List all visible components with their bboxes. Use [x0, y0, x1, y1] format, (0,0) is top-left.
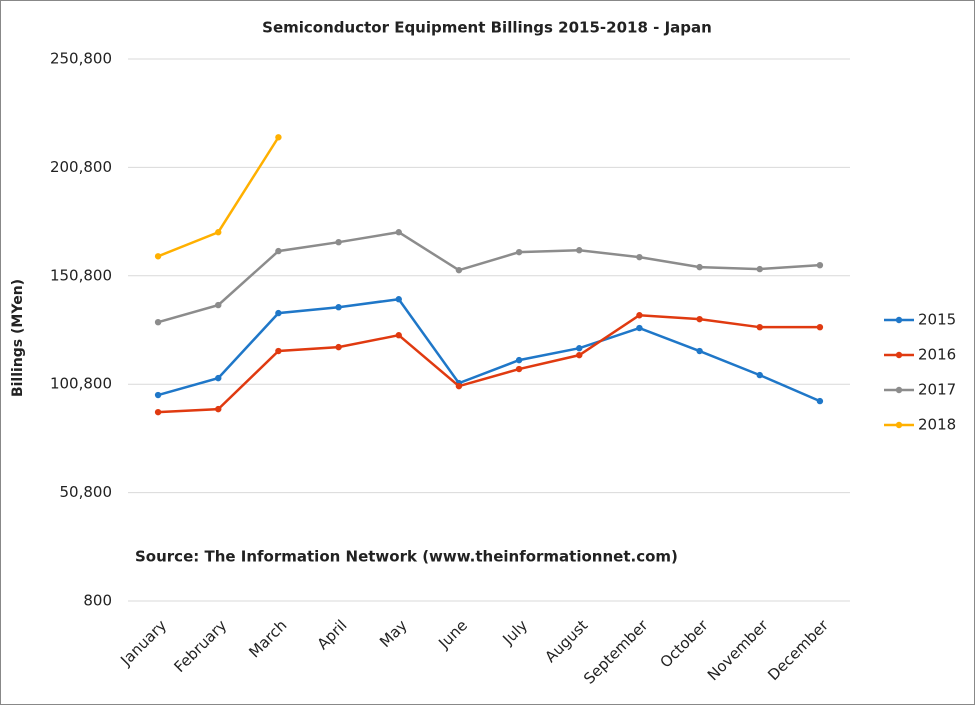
legend-dot	[895, 386, 903, 394]
point	[275, 347, 282, 355]
point	[696, 347, 703, 355]
point	[395, 332, 402, 339]
point	[636, 253, 643, 261]
point	[515, 356, 523, 364]
point	[154, 408, 162, 416]
point	[455, 382, 463, 390]
point	[154, 318, 162, 326]
source-note: Source: The Information Network (www.the…	[135, 548, 678, 566]
y-tick-label: 250,800	[50, 50, 112, 68]
y-tick-label: 150,800	[50, 266, 112, 284]
point	[215, 405, 222, 413]
chart-title: Semiconductor Equipment Billings 2015-20…	[262, 19, 712, 37]
point	[576, 247, 583, 254]
point	[696, 263, 703, 271]
y-tick-label: 50,800	[60, 483, 113, 501]
point	[215, 301, 222, 309]
point	[576, 351, 583, 359]
point	[215, 374, 222, 382]
y-tick-label: 200,800	[50, 158, 112, 176]
point	[395, 229, 402, 236]
point	[636, 312, 643, 319]
series-line	[157, 297, 821, 403]
point	[756, 371, 763, 379]
point	[275, 247, 282, 255]
point	[335, 304, 342, 311]
point	[154, 391, 162, 399]
point	[816, 397, 824, 405]
point	[215, 229, 222, 236]
legend-label: 2018	[918, 416, 956, 434]
y-tick-label: 800	[83, 592, 112, 610]
point	[455, 266, 463, 274]
point	[756, 323, 763, 331]
point	[275, 134, 282, 141]
point	[816, 323, 824, 331]
legend-label: 2015	[918, 311, 956, 329]
point	[636, 324, 643, 332]
point	[576, 345, 583, 352]
point	[756, 265, 763, 273]
point	[395, 296, 402, 303]
y-axis-label: Billings (MYen)	[10, 279, 26, 397]
point	[816, 261, 824, 269]
point	[154, 253, 162, 260]
point	[335, 238, 342, 246]
legend-dot	[895, 421, 903, 429]
point	[275, 309, 282, 317]
legend-label: 2017	[918, 381, 956, 399]
legend-dot	[895, 351, 903, 359]
series-line	[158, 313, 820, 414]
legend-dot	[895, 316, 903, 324]
point	[515, 365, 523, 373]
series-line	[157, 230, 820, 324]
point	[515, 248, 523, 256]
y-tick-label: 100,800	[50, 375, 112, 393]
point	[335, 343, 342, 351]
point	[696, 315, 703, 323]
legend-label: 2016	[918, 346, 956, 364]
